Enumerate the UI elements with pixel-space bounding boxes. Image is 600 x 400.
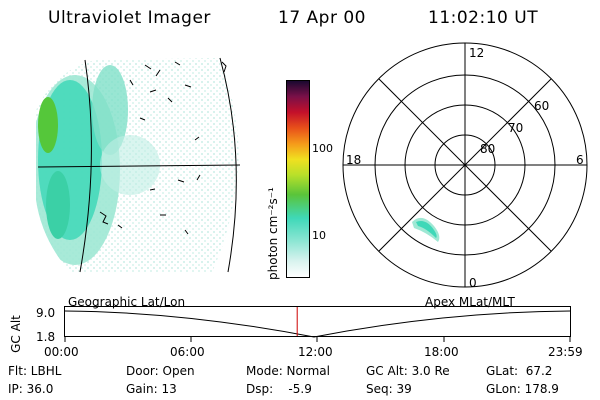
observation-date: 17 Apr 00 (278, 8, 366, 28)
mlt-label-18: 18 (346, 153, 361, 167)
colorbar (286, 80, 310, 278)
info-door: Door: Open (126, 364, 195, 378)
geographic-image-panel (36, 57, 241, 273)
info-ip: IP: 36.0 (8, 382, 54, 396)
colorbar-tick-10: 10 (312, 229, 326, 242)
timeline-x-tick-1200: 12:00 (298, 345, 333, 359)
mlt-label-0: 0 (469, 276, 477, 290)
timeline-x-tick-0600: 06:00 (170, 345, 205, 359)
timeline-right-title: Apex MLat/MLT (425, 295, 515, 309)
mlat-label-80: 80 (480, 142, 495, 156)
polar-plot: 12 18 6 0 60 70 80 (342, 42, 588, 290)
meridian-line (79, 59, 92, 273)
info-gain: Gain: 13 (126, 382, 177, 396)
instrument-title: Ultraviolet Imager (48, 8, 211, 28)
mlt-label-6: 6 (576, 153, 584, 167)
auroral-emission-geographic (36, 58, 239, 272)
timeline-left-title: Geographic Lat/Lon (68, 295, 186, 309)
limb-line (219, 57, 237, 273)
colorbar-tick-100: 100 (312, 142, 333, 155)
auroral-emission-polar (412, 217, 440, 242)
observation-time: 11:02:10 UT (428, 8, 539, 28)
altitude-timeline (64, 306, 571, 342)
polar-diagonal-2 (378, 78, 552, 252)
timeline-x-tick-0000: 00:00 (44, 345, 79, 359)
info-dsp: Dsp: -5.9 (246, 382, 312, 396)
coastline-outlines (99, 61, 227, 235)
mlat-label-60: 60 (534, 99, 549, 113)
info-filter: Flt: LBHL (8, 364, 62, 378)
info-mode: Mode: Normal (246, 364, 330, 378)
timeline-x-tick-2359: 23:59 (548, 345, 583, 359)
latitude-line (37, 164, 241, 168)
info-gc-alt: GC Alt: 3.0 Re (366, 364, 450, 378)
timeline-y-tick-high: 9.0 (36, 306, 56, 320)
info-glon: GLon: 178.9 (486, 382, 559, 396)
timeline-x-ticks (64, 336, 571, 342)
timeline-y-tick-low: 1.8 (36, 330, 56, 344)
altitude-curve (64, 310, 571, 338)
mlat-label-70: 70 (508, 121, 523, 135)
timeline-x-tick-1800: 18:00 (424, 345, 459, 359)
info-seq: Seq: 39 (366, 382, 412, 396)
colorbar-label: photon cm⁻²s⁻¹ (266, 187, 280, 280)
info-glat: GLat: 67.2 (486, 364, 553, 378)
mlt-label-12: 12 (469, 46, 484, 60)
timeline-y-label: GC Alt (9, 315, 23, 353)
